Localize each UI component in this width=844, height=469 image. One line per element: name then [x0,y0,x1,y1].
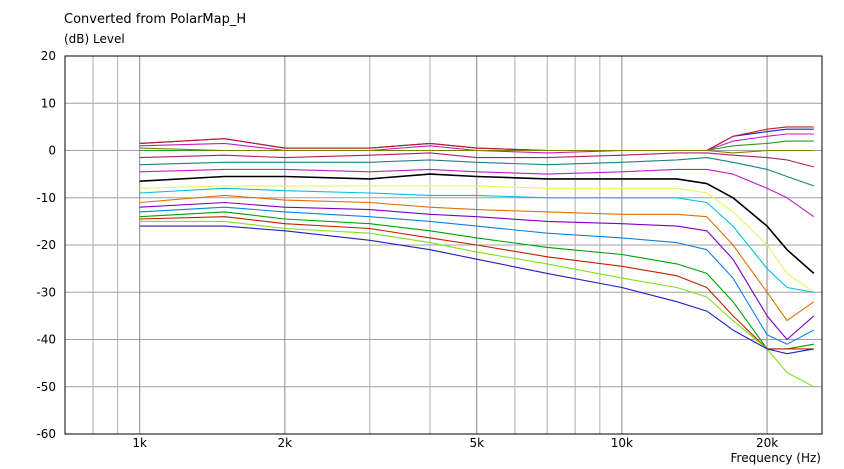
x-tick-label: 1k [132,436,147,450]
series-line-10 [139,185,815,293]
y-axis-label: (dB) Level [64,32,125,46]
y-tick-label: -50 [36,380,56,394]
y-tick-label: -60 [36,427,56,441]
y-tick-label: 20 [41,49,56,63]
series-line-9 [139,173,815,274]
series-line-14 [139,206,815,345]
series-line-16 [139,216,814,350]
x-tick-label: 2k [278,436,293,450]
series-layer [139,126,815,388]
x-axis-label: Frequency (Hz) [730,451,822,465]
axis-labels: 20 10 0 -10 -20 -30 -40 -50 -60 1k 2k 5k 10k 20k [36,49,778,450]
series-line-13 [139,201,815,341]
series-line-6 [139,152,814,168]
plot-frame [64,55,823,435]
series-line-8 [139,168,815,218]
series-line-17 [139,220,815,388]
y-tick-label: -20 [36,238,56,252]
y-tick-label: -40 [36,333,56,347]
series-line-5 [139,147,814,154]
x-tick-label: 5k [469,436,484,450]
series-line-12 [139,194,815,322]
series-line-18 [139,225,814,355]
y-tick-label: -30 [36,285,56,299]
y-tick-label: 10 [41,96,56,110]
y-tick-label: 0 [48,144,56,158]
x-tick-label: 20k [756,436,778,450]
y-tick-label: -10 [36,191,56,205]
x-tick-label: 10k [611,436,633,450]
series-line-7 [139,157,814,187]
chart-title: Converted from PolarMap_H [64,12,247,27]
series-line-15 [139,211,814,350]
series-line-11 [139,187,814,293]
